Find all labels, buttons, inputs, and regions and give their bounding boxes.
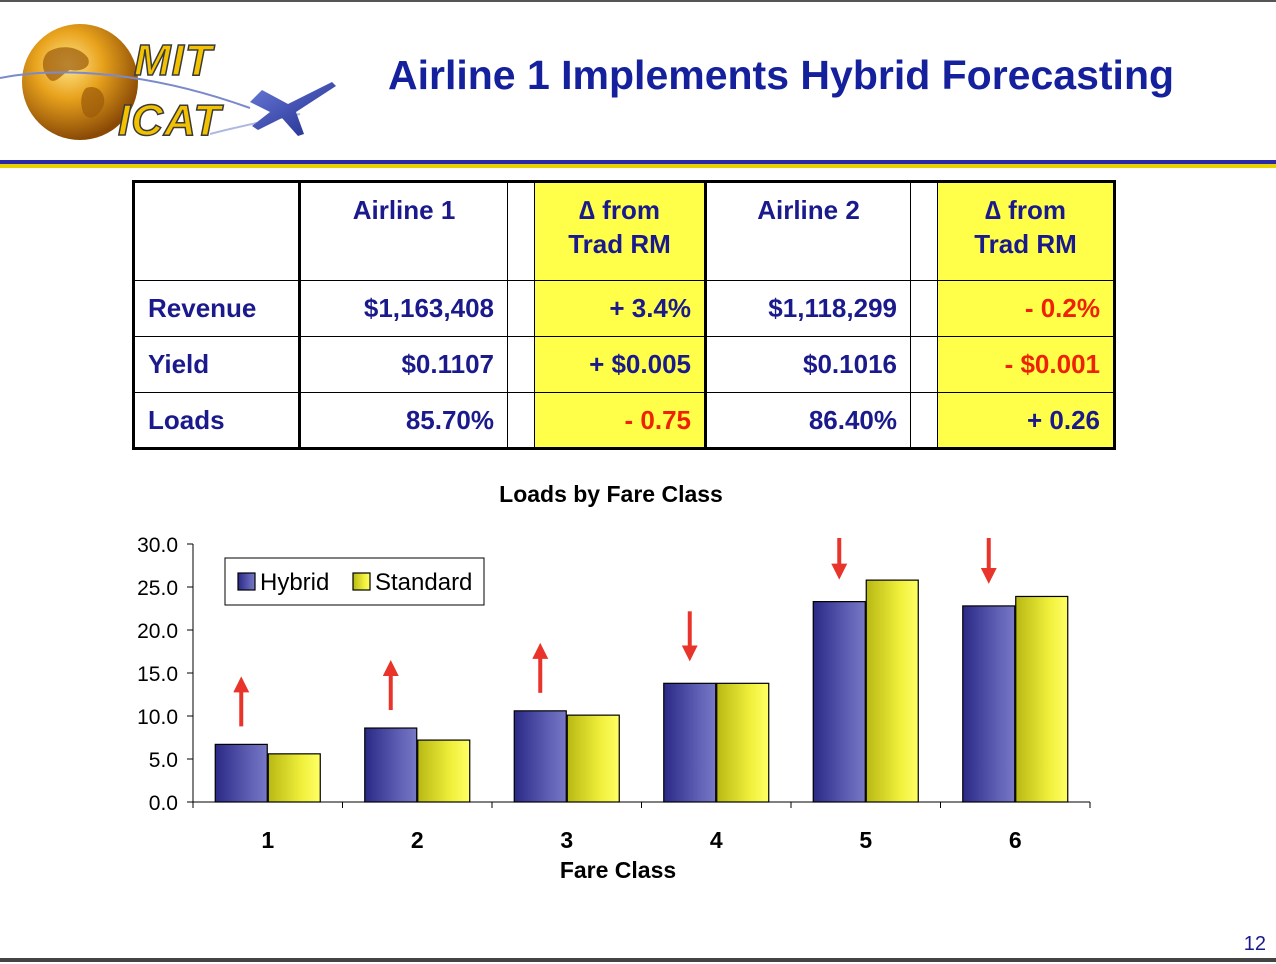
bar-hybrid-4 [663, 682, 717, 803]
header-airline-2: Airline 2 [705, 181, 911, 281]
bar-standard-6 [1015, 595, 1069, 803]
legend-label-standard: Standard [375, 569, 472, 596]
header-airline-1: Airline 1 [299, 181, 508, 281]
title-rule-yellow [0, 164, 1276, 168]
table-row-revenue: Revenue $1,163,408 + 3.4% $1,118,299 - 0… [133, 280, 1115, 337]
airline-1-delta: - 0.75 [534, 392, 707, 449]
x-tick-label: 1 [261, 827, 274, 853]
page-number: 12 [1243, 933, 1266, 955]
airline-2-delta: + 0.26 [937, 392, 1115, 449]
logo-text-icat: ICAT [117, 95, 222, 146]
table-row-loads: Loads 85.70% - 0.75 86.40% + 0.26 [133, 392, 1115, 449]
row-label: Revenue [133, 280, 301, 337]
airline-1-value: 85.70% [299, 392, 508, 449]
table-header-row: Airline 1 ∆ from Trad RM Airline 2 ∆ from… [133, 181, 1115, 281]
airline-2-delta: - 0.2% [937, 280, 1115, 337]
delta-line-1: ∆ from [579, 195, 660, 225]
spacer-cell [507, 181, 535, 281]
title-rule-blue [0, 160, 1276, 164]
bar-standard-4 [716, 682, 770, 803]
x-tick-label: 3 [560, 827, 573, 853]
x-tick-label: 6 [1009, 827, 1022, 853]
airline-2-value: $0.1016 [705, 336, 911, 393]
x-tick-label: 5 [859, 827, 872, 853]
legend-swatch-hybrid [237, 572, 256, 591]
chart-title: Loads by Fare Class [499, 481, 723, 507]
spacer-cell [910, 336, 938, 393]
bar-standard-3 [566, 714, 620, 803]
spacer-cell [507, 280, 535, 337]
spacer-cell [507, 392, 535, 449]
legend-box [224, 557, 485, 606]
globe-airplane-icon [0, 24, 336, 140]
airline-2-delta: - $0.001 [937, 336, 1115, 393]
y-tick-label: 10.0 [137, 706, 178, 729]
bar-hybrid-2 [364, 727, 418, 803]
y-tick-label: 15.0 [137, 663, 178, 686]
x-axis-label: Fare Class [560, 857, 676, 883]
y-tick-label: 30.0 [137, 534, 178, 557]
airline-1-delta: + 3.4% [534, 280, 707, 337]
delta-line-2: Trad RM [568, 229, 671, 259]
bar-standard-1 [267, 753, 321, 803]
loads-by-fare-class-chart: Loads by Fare Class 0.0 5.0 10.0 15.0 20.0 25.… [137, 481, 1091, 883]
logo-text-mit: MIT [133, 35, 213, 86]
airline-1-delta: + $0.005 [534, 336, 707, 393]
slide-title: Airline 1 Implements Hybrid Forecasting [388, 52, 1175, 98]
bar-hybrid-5 [812, 601, 866, 803]
spacer-cell [507, 336, 535, 393]
header-airline-2-delta: ∆ from Trad RM [937, 181, 1115, 281]
header-airline-1-delta: ∆ from Trad RM [534, 181, 707, 281]
y-tick-label: 20.0 [137, 620, 178, 643]
delta-line-2: Trad RM [974, 229, 1077, 259]
legend-swatch-standard [352, 572, 371, 591]
results-table: Airline 1 ∆ from Trad RM Airline 2 ∆ from… [132, 180, 1116, 450]
bar-standard-5 [865, 579, 919, 803]
bar-standard-2 [417, 739, 471, 803]
airline-2-value: 86.40% [705, 392, 911, 449]
y-tick-label: 25.0 [137, 577, 178, 600]
bottom-border [0, 958, 1276, 962]
bar-hybrid-3 [513, 710, 567, 803]
y-tick-label: 0.0 [149, 792, 178, 815]
y-tick-label: 5.0 [149, 749, 178, 772]
spacer-cell [910, 392, 938, 449]
spacer-cell [910, 181, 938, 281]
mit-icat-logo: MIT ICAT [0, 22, 340, 152]
row-label: Yield [133, 336, 301, 393]
bar-hybrid-1 [214, 743, 268, 803]
table-row-yield: Yield $0.1107 + $0.005 $0.1016 - $0.001 [133, 336, 1115, 393]
table-header-empty [133, 181, 301, 281]
airline-1-value: $0.1107 [299, 336, 508, 393]
top-border [0, 0, 1276, 2]
airline-2-value: $1,118,299 [705, 280, 911, 337]
delta-line-1: ∆ from [985, 195, 1066, 225]
x-tick-label: 4 [710, 827, 723, 853]
spacer-cell [910, 280, 938, 337]
airline-1-value: $1,163,408 [299, 280, 508, 337]
row-label: Loads [133, 392, 301, 449]
bar-hybrid-6 [962, 605, 1016, 803]
legend-label-hybrid: Hybrid [260, 569, 329, 596]
x-tick-label: 2 [411, 827, 424, 853]
